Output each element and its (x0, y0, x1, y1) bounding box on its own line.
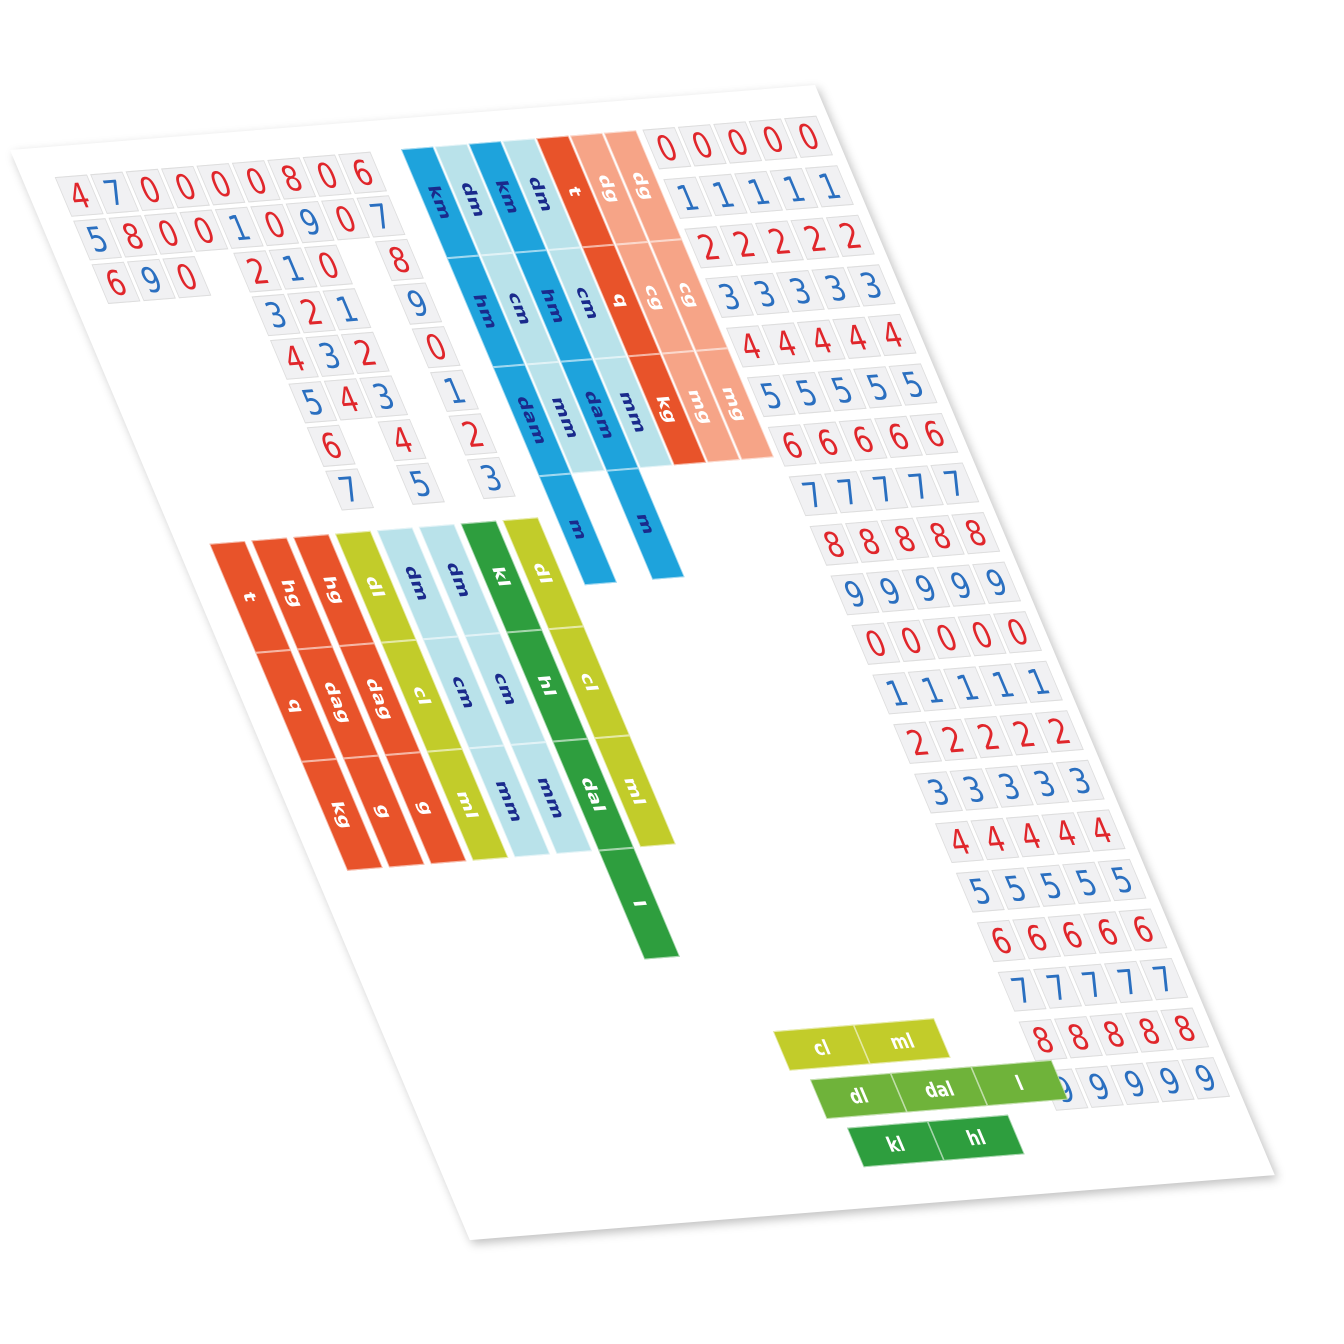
digit-tile: 7 (325, 468, 375, 511)
unit-label: cm (488, 672, 522, 706)
unit-label: km (423, 184, 457, 221)
unit-label: mm (491, 779, 528, 823)
strip-segment: ml (853, 1018, 951, 1065)
unit-label: mg (683, 388, 718, 425)
unit-label: hg (318, 575, 350, 606)
unit-label: t (238, 591, 262, 603)
unit-label: cl (808, 1035, 835, 1061)
unit-label: cl (575, 672, 603, 693)
unit-label: q (283, 698, 309, 714)
unit-label: dag (361, 677, 399, 721)
unit-strip: kl hl (846, 1114, 1025, 1168)
unit-label: dm (442, 561, 477, 599)
unit-label: dl (529, 561, 558, 585)
unit-label: l (628, 899, 651, 908)
unit-strip: dl dal l (809, 1059, 1069, 1120)
unit-label: mg (717, 385, 752, 423)
unit-label: q (608, 292, 634, 309)
unit-label: cm (503, 291, 537, 326)
unit-label: dl (844, 1083, 873, 1109)
unit-strip: cl ml (772, 1018, 951, 1071)
unit-label: cm (447, 675, 481, 710)
unit-label: hm (536, 287, 571, 325)
digit-tile: 0 (411, 326, 461, 369)
unit-label: m (563, 518, 592, 541)
unit-label: dm (400, 565, 435, 602)
unit-label: hl (533, 674, 562, 697)
unit-label: dal (576, 776, 611, 813)
strip-segment: m (606, 468, 685, 580)
unit-label: kl (882, 1131, 909, 1157)
unit-label: dl (361, 575, 390, 599)
unit-label: cm (570, 286, 604, 321)
unit-label: mm (532, 776, 570, 820)
unit-label: kg (651, 395, 683, 424)
unit-label: dal (920, 1076, 958, 1103)
unit-label: hl (962, 1125, 990, 1151)
unit-label: ml (452, 790, 484, 820)
unit-label: hg (276, 578, 308, 609)
digit-tile: 4 (377, 418, 427, 462)
unit-label: ml (619, 776, 651, 806)
unit-label: dm (456, 181, 491, 218)
unit-label: kg (326, 800, 358, 830)
unit-label: ml (885, 1028, 919, 1055)
unit-label: l (1011, 1070, 1028, 1096)
unit-label: cg (673, 281, 704, 309)
unit-label: hm (468, 293, 503, 330)
unit-label: kl (487, 565, 516, 588)
unit-label: t (563, 185, 587, 197)
strip-segment: l (598, 847, 680, 960)
unit-label: dag (319, 680, 357, 725)
unit-label: cl (408, 685, 436, 706)
unit-label: m (631, 512, 660, 536)
unit-label: dm (524, 175, 559, 213)
strip-segment: l (970, 1059, 1069, 1107)
digit-tile: 5 (396, 462, 445, 505)
unit-label: cg (639, 283, 671, 312)
strip-segment: hl (927, 1114, 1025, 1161)
unit-label: g (413, 800, 439, 817)
digit-tile: 6 (306, 424, 356, 467)
digit-tile: 3 (466, 456, 516, 500)
digit-tile: 2 (448, 413, 498, 456)
unit-label: dg (593, 173, 625, 204)
digit-tile: 8 (374, 238, 424, 281)
unit-label: km (490, 179, 525, 215)
digit-tile: 9 (393, 282, 443, 325)
digit-tile: 1 (430, 369, 479, 412)
unit-label: dg (627, 171, 659, 201)
unit-label: g (371, 803, 397, 820)
